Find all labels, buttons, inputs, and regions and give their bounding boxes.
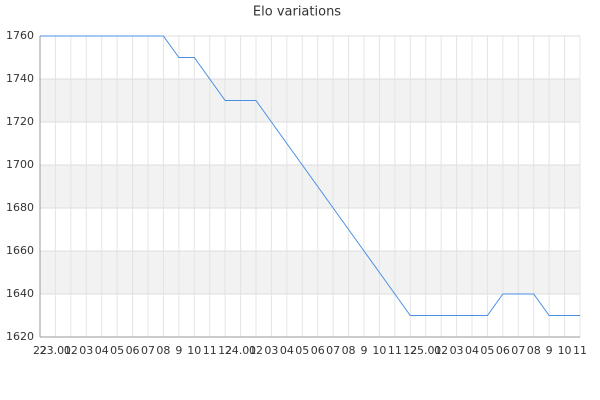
x-tick-label: 03	[264, 344, 278, 357]
x-tick-label: 10	[372, 344, 386, 357]
x-tick-label: 07	[141, 344, 155, 357]
grid-band	[40, 251, 580, 294]
x-tick-label: 02	[64, 344, 78, 357]
x-tick-label: 08	[156, 344, 170, 357]
x-tick-label: 05	[110, 344, 124, 357]
x-tick-label: 11	[573, 344, 587, 357]
x-tick-label: 22	[33, 344, 47, 357]
y-tick-label: 1680	[6, 201, 34, 214]
grid-band	[40, 79, 580, 122]
x-tick-label: 11	[388, 344, 402, 357]
x-tick-label: 02	[249, 344, 263, 357]
x-tick-label: 9	[546, 344, 553, 357]
x-tick-label: 07	[326, 344, 340, 357]
y-tick-label: 1760	[6, 29, 34, 42]
x-tick-label: 12	[403, 344, 417, 357]
y-tick-label: 1700	[6, 158, 34, 171]
x-tick-label: 03	[450, 344, 464, 357]
x-tick-label: 25.01	[410, 344, 442, 357]
x-tick-label: 24.01	[225, 344, 257, 357]
chart-title: Elo variations	[253, 5, 341, 20]
x-tick-label: 04	[95, 344, 109, 357]
x-tick-label: 11	[203, 344, 217, 357]
x-tick-label: 06	[311, 344, 325, 357]
x-tick-label: 06	[496, 344, 510, 357]
y-tick-label: 1740	[6, 72, 34, 85]
x-tick-label: 05	[295, 344, 309, 357]
x-tick-label: 10	[558, 344, 572, 357]
x-tick-label: 03	[79, 344, 93, 357]
line-series	[40, 35, 580, 316]
y-tick-label: 1720	[6, 115, 34, 128]
x-tick-label: 9	[361, 344, 368, 357]
x-tick-label: 10	[187, 344, 201, 357]
x-tick-label: 04	[465, 344, 479, 357]
grid-band	[40, 165, 580, 208]
x-tick-label: 02	[434, 344, 448, 357]
x-tick-label: 05	[480, 344, 494, 357]
x-tick-label: 07	[511, 344, 525, 357]
y-tick-label: 1620	[6, 330, 34, 343]
x-tick-label: 08	[342, 344, 356, 357]
y-tick-label: 1640	[6, 287, 34, 300]
x-tick-label: 12	[218, 344, 232, 357]
y-tick-label: 1660	[6, 244, 34, 257]
x-tick-label: 9	[175, 344, 182, 357]
x-tick-label: 23.01	[40, 344, 72, 357]
x-tick-label: 08	[527, 344, 541, 357]
x-tick-label: 06	[126, 344, 140, 357]
x-tick-label: 04	[280, 344, 294, 357]
